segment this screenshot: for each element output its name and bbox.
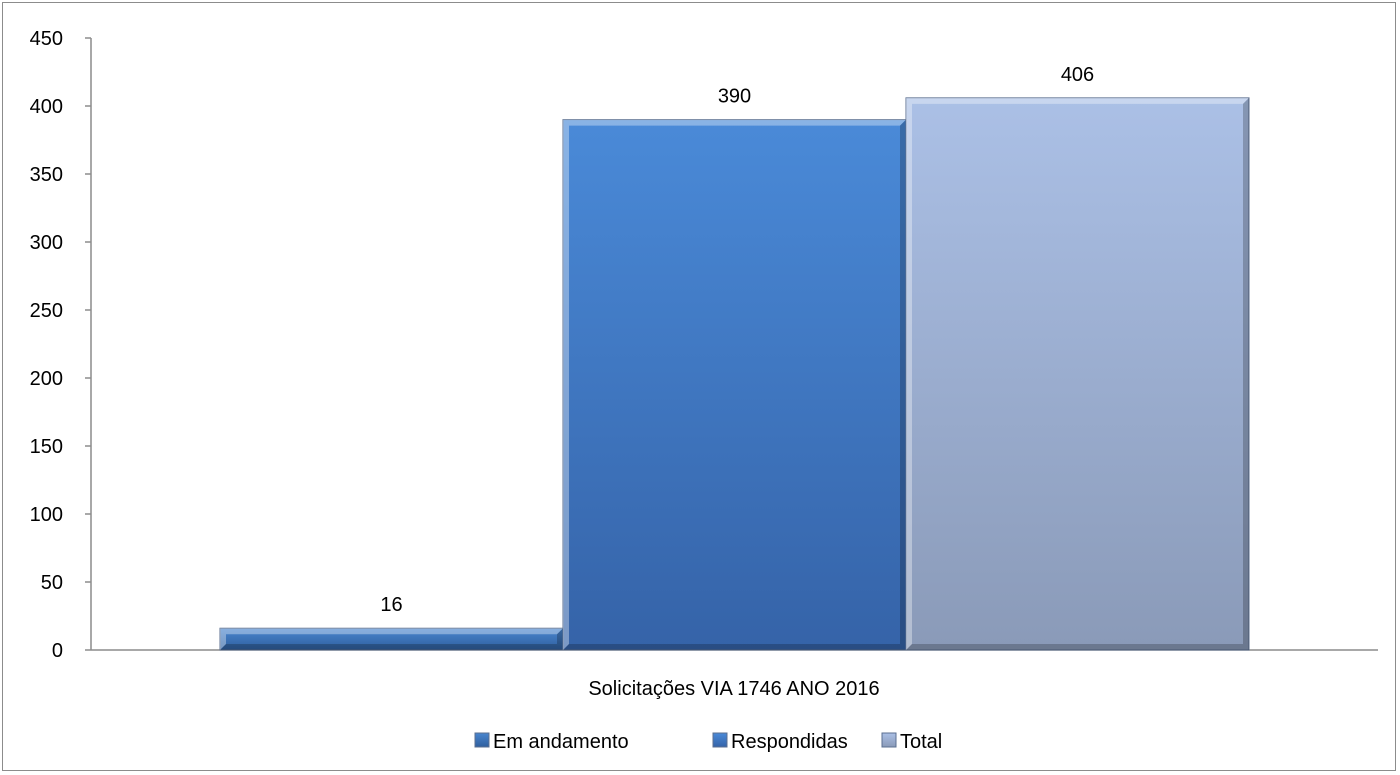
y-tick-label: 400 xyxy=(30,96,63,118)
legend: Em andamento Respondidas Total xyxy=(474,731,942,753)
x-category-label: Solicitações VIA 1746 ANO 2016 xyxy=(588,678,879,700)
y-tick-label: 50 xyxy=(41,572,63,594)
data-label: 390 xyxy=(718,86,751,108)
y-tick-label: 200 xyxy=(30,368,63,390)
y-tick-label: 450 xyxy=(30,28,63,50)
y-tick-label: 300 xyxy=(30,232,63,254)
legend-swatch xyxy=(474,732,490,748)
y-tick-label: 350 xyxy=(30,164,63,186)
legend-label: Em andamento xyxy=(493,731,629,753)
y-tick-label: 0 xyxy=(52,640,63,662)
legend-label: Total xyxy=(900,731,942,753)
y-tick-label: 100 xyxy=(30,504,63,526)
bar-respondidas xyxy=(562,119,907,651)
data-label: 16 xyxy=(380,594,402,616)
bar-bevel-highlight xyxy=(220,628,563,650)
data-label: 406 xyxy=(1061,64,1094,86)
y-axis-ticks: 0 50 100 150 200 250 300 350 400 450 xyxy=(30,28,91,662)
legend-label: Respondidas xyxy=(731,731,848,753)
y-tick-label: 150 xyxy=(30,436,63,458)
bars-group xyxy=(219,97,1250,651)
legend-swatch xyxy=(881,732,897,748)
y-tick-label: 250 xyxy=(30,300,63,322)
bar-total xyxy=(905,97,1250,651)
bar-bevel-shadow xyxy=(220,628,563,650)
legend-swatch xyxy=(712,732,728,748)
data-labels-group: 16 390 406 xyxy=(380,64,1094,616)
